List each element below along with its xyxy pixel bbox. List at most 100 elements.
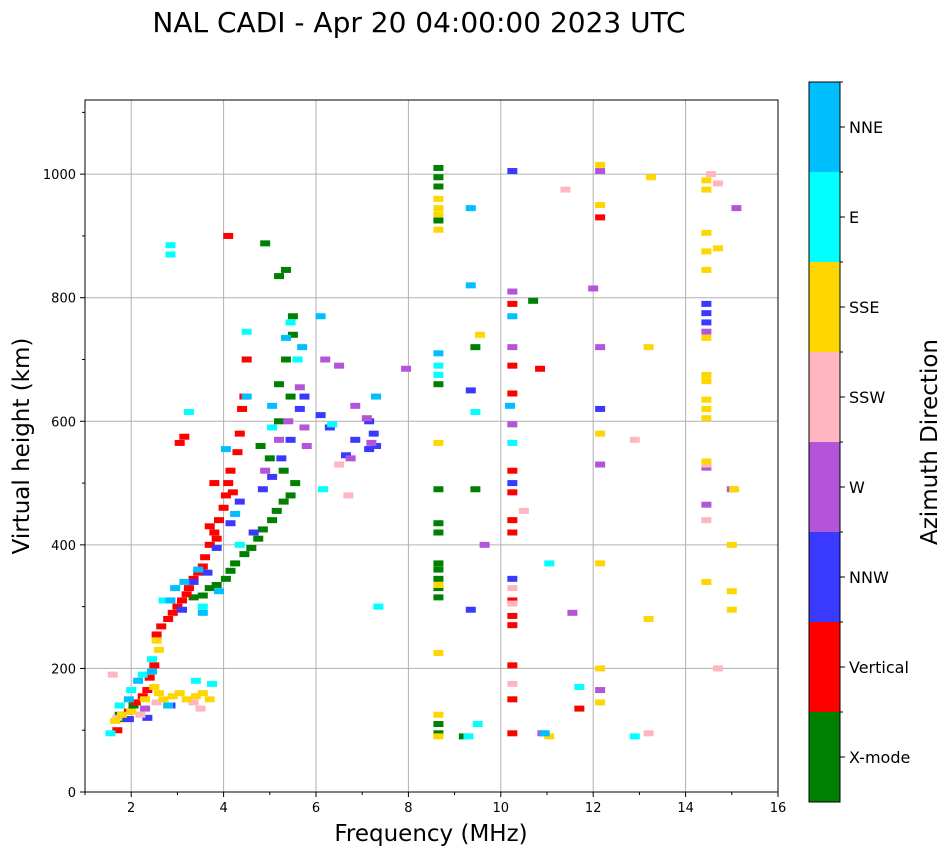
- data-point-e: [146, 656, 157, 663]
- data-point-vertical: [507, 390, 518, 397]
- data-point-ssw: [643, 730, 654, 737]
- data-point-nnw: [142, 714, 153, 721]
- data-point-ssw: [507, 585, 518, 592]
- data-point-e: [241, 328, 252, 335]
- data-point-ssw: [706, 171, 717, 178]
- data-point-nnw: [294, 405, 305, 412]
- data-point-vertical: [149, 662, 160, 669]
- data-point-x-mode: [433, 183, 444, 190]
- data-point-nne: [280, 334, 291, 341]
- data-point-sse: [701, 396, 712, 403]
- data-point-vertical: [137, 693, 148, 700]
- data-point-vertical: [237, 405, 248, 412]
- y-tick-label: 1000: [43, 168, 76, 183]
- data-point-e: [373, 603, 384, 610]
- data-point-vertical: [172, 603, 183, 610]
- data-point-x-mode: [204, 585, 215, 592]
- data-point-sse: [701, 415, 712, 422]
- data-point-sse: [167, 693, 178, 700]
- data-point-x-mode: [197, 592, 208, 599]
- data-point-ssw: [343, 492, 354, 499]
- data-point-sse: [110, 717, 121, 724]
- data-point-w: [507, 288, 518, 295]
- data-point-x-mode: [253, 535, 264, 542]
- data-point-ssw: [701, 461, 712, 468]
- data-point-x-mode: [280, 356, 291, 363]
- data-point-e: [463, 733, 474, 740]
- data-point-vertical: [595, 214, 606, 221]
- data-point-sse: [181, 696, 192, 703]
- x-axis-label: Frequency (MHz): [334, 821, 527, 847]
- data-point-sse: [712, 245, 723, 252]
- data-point-e: [165, 242, 176, 249]
- data-point-vertical: [220, 492, 231, 499]
- data-point-nne: [230, 510, 241, 517]
- plot-area: [85, 100, 778, 792]
- data-point-x-mode: [433, 164, 444, 171]
- data-point-nnw: [507, 480, 518, 487]
- data-point-nne: [163, 702, 174, 709]
- data-point-nne: [297, 344, 308, 351]
- colorbar-tick-label: E: [849, 208, 859, 227]
- data-point-nne: [213, 588, 224, 595]
- data-point-vertical: [204, 523, 215, 530]
- data-point-sse: [701, 371, 712, 378]
- data-point-e: [197, 603, 208, 610]
- data-point-vertical: [507, 622, 518, 629]
- colorbar-segment-nne: [809, 82, 840, 172]
- data-point-x-mode: [470, 344, 481, 351]
- data-point-sse: [149, 683, 160, 690]
- data-point-vertical: [234, 430, 245, 437]
- data-point-sse: [140, 696, 151, 703]
- data-point-e: [105, 730, 116, 737]
- chart-title: NAL CADI - Apr 20 04:00:00 2023 UTC: [152, 6, 685, 39]
- colorbar-segment-nnw: [809, 532, 840, 622]
- data-point-nnw: [465, 606, 476, 613]
- data-point-sse: [595, 560, 606, 567]
- data-point-sse: [726, 588, 737, 595]
- data-point-w: [294, 384, 305, 391]
- data-point-vertical: [507, 517, 518, 524]
- data-point-sse: [475, 331, 486, 338]
- data-point-e: [207, 680, 218, 687]
- data-point-x-mode: [239, 551, 250, 558]
- data-point-sse: [595, 202, 606, 209]
- colorbar-segment-vertical: [809, 622, 840, 712]
- data-point-x-mode: [433, 721, 444, 728]
- data-point-sse: [726, 606, 737, 613]
- data-point-vertical: [151, 631, 162, 638]
- data-point-x-mode: [188, 594, 199, 601]
- data-point-nnw: [276, 455, 287, 462]
- data-point-w: [507, 344, 518, 351]
- data-point-nne: [133, 677, 144, 684]
- colorbar-tick-label: X-mode: [849, 748, 910, 767]
- data-point-sse: [151, 637, 162, 644]
- data-point-e: [574, 683, 585, 690]
- data-point-x-mode: [260, 240, 271, 247]
- data-point-sse: [433, 649, 444, 656]
- data-point-e: [327, 421, 338, 428]
- data-point-vertical: [204, 541, 215, 548]
- data-point-nnw: [248, 529, 259, 536]
- x-tick-label: 10: [493, 801, 510, 816]
- data-point-vertical: [112, 727, 123, 734]
- data-point-e: [158, 597, 169, 604]
- data-point-vertical: [507, 467, 518, 474]
- colorbar-tick-label: Vertical: [849, 658, 909, 677]
- data-point-nnw: [177, 606, 188, 613]
- data-point-x-mode: [433, 560, 444, 567]
- data-point-x-mode: [267, 517, 278, 524]
- data-point-w: [595, 461, 606, 468]
- data-point-sse: [645, 174, 656, 181]
- data-point-e: [267, 424, 278, 431]
- data-point-w: [361, 415, 372, 422]
- data-point-vertical: [574, 705, 585, 712]
- data-point-x-mode: [255, 443, 266, 449]
- data-point-e: [285, 319, 296, 326]
- data-point-vertical: [507, 597, 518, 604]
- data-point-nne: [197, 609, 208, 616]
- data-point-x-mode: [271, 507, 282, 514]
- data-point-vertical: [188, 575, 199, 582]
- data-point-sse: [701, 578, 712, 585]
- colorbar-label: Azimuth Direction: [917, 339, 943, 545]
